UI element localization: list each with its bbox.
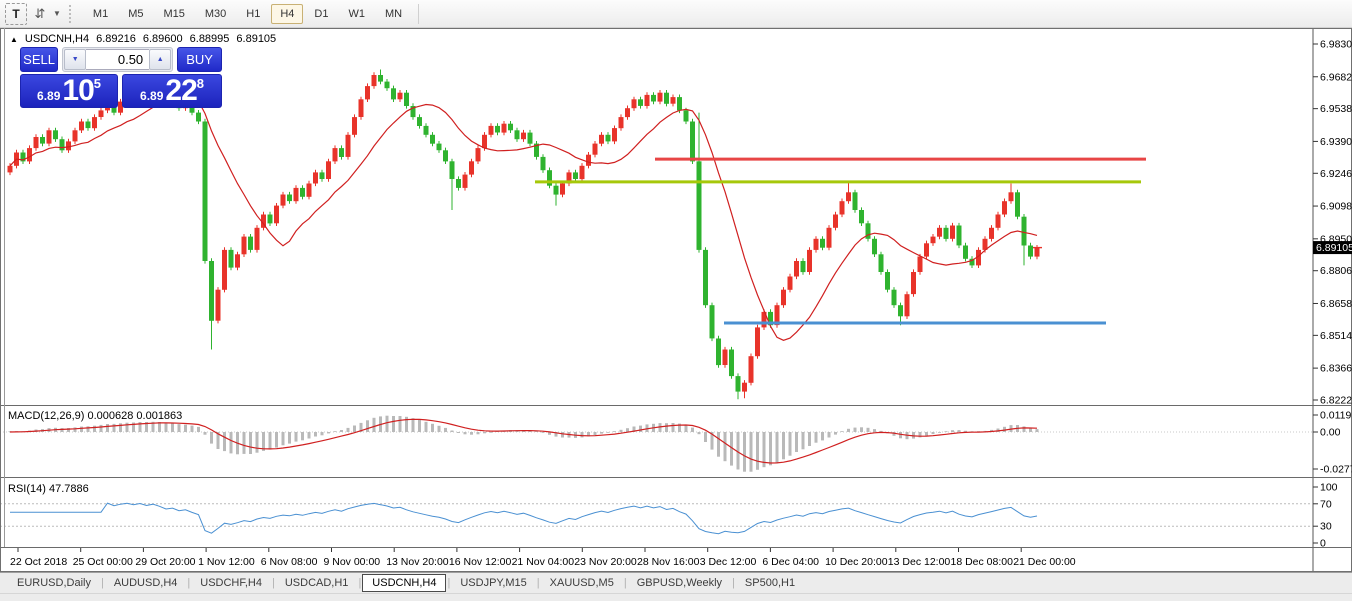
chart-tab-bar: EURUSD,Daily | AUDUSD,H4 | USDCHF,H4 | USDCAD,…: [0, 572, 1352, 593]
buy-button[interactable]: BUY: [177, 47, 222, 72]
chart-symbol: USDCNH,H4: [24, 33, 90, 45]
svg-text:13 Dec 12:00: 13 Dec 12:00: [888, 556, 951, 568]
svg-text:6.89105: 6.89105: [1316, 242, 1352, 254]
chart-tab-usdcad-h1[interactable]: USDCAD,H1: [284, 577, 349, 589]
timeframe-button-mn[interactable]: MN: [384, 7, 403, 20]
svg-text:9 Nov 00:00: 9 Nov 00:00: [324, 556, 381, 568]
top-toolbar: T ⇵ ▼ M1 M5 M15 M30 H1 H4 D1 W1 MN: [0, 0, 1352, 28]
ohlc-close: 6.89105: [236, 33, 277, 45]
svg-text:6.92460: 6.92460: [1320, 168, 1352, 180]
svg-text:28 Nov 16:00: 28 Nov 16:00: [637, 556, 700, 568]
timeframe-button-m5[interactable]: M5: [128, 7, 144, 20]
chevron-down-icon[interactable]: ▼: [53, 9, 61, 18]
svg-text:6.83660: 6.83660: [1320, 363, 1352, 375]
text-label-tool-icon[interactable]: T: [5, 2, 27, 25]
svg-text:6.85140: 6.85140: [1320, 330, 1352, 342]
chart-tab-eurusd-daily[interactable]: EURUSD,Daily: [17, 577, 91, 589]
svg-text:6.88060: 6.88060: [1320, 265, 1352, 277]
svg-text:6.82220: 6.82220: [1320, 395, 1352, 407]
svg-text:6.93900: 6.93900: [1320, 136, 1352, 148]
candlestick-chart[interactable]: 6.98300 6.96820 6.95380 6.93900 6.92460 6.909…: [0, 28, 1352, 572]
tab-separator: |: [358, 577, 362, 589]
chart-tab-xauusd-m5[interactable]: XAUUSD,M5: [549, 577, 614, 589]
collapse-panel-arrow-icon[interactable]: ▲: [10, 34, 18, 44]
svg-text:30: 30: [1320, 521, 1332, 533]
buy-price-point: 8: [196, 76, 204, 91]
tab-separator: |: [447, 577, 451, 589]
svg-text:MACD(12,26,9) 0.000628 0.00186: MACD(12,26,9) 0.000628 0.001863: [8, 410, 182, 422]
timeframe-button-h4[interactable]: H4: [271, 3, 304, 24]
timeframe-button-m30[interactable]: M30: [204, 7, 227, 20]
svg-text:-0.027754: -0.027754: [1320, 464, 1352, 476]
svg-text:16 Nov 12:00: 16 Nov 12:00: [449, 556, 512, 568]
svg-text:0.0119: 0.0119: [1320, 410, 1351, 422]
timeframe-button-w1[interactable]: W1: [348, 7, 365, 20]
volume-stepper: ▼ ▲: [62, 47, 174, 72]
svg-text:1 Nov 12:00: 1 Nov 12:00: [198, 556, 255, 568]
chart-window: 6.98300 6.96820 6.95380 6.93900 6.92460 6.909…: [0, 28, 1352, 572]
svg-text:21 Dec 00:00: 21 Dec 00:00: [1013, 556, 1076, 568]
volume-decrease-button[interactable]: ▼: [64, 49, 87, 70]
timeframe-button-d1[interactable]: D1: [314, 7, 329, 20]
toolbar-grip: [68, 4, 77, 23]
svg-text:23 Nov 20:00: 23 Nov 20:00: [574, 556, 637, 568]
svg-text:0.00: 0.00: [1320, 427, 1341, 439]
status-bar: [0, 593, 1352, 601]
svg-text:6.96820: 6.96820: [1320, 71, 1352, 83]
tab-separator: |: [187, 577, 191, 589]
chart-tab-usdchf-h4[interactable]: USDCHF,H4: [200, 577, 262, 589]
sell-price-base: 6.89: [37, 89, 61, 103]
svg-text:70: 70: [1320, 498, 1332, 510]
buy-price-box[interactable]: 6.89 22 8: [122, 74, 222, 108]
svg-text:6.90980: 6.90980: [1320, 201, 1352, 213]
tab-separator: |: [272, 577, 275, 589]
chart-tab-usdjpy-m15[interactable]: USDJPY,M15: [460, 577, 527, 589]
svg-text:RSI(14) 47.7886: RSI(14) 47.7886: [8, 483, 89, 495]
buy-price-pips: 22: [165, 74, 197, 107]
toolbar-separator: [418, 3, 420, 24]
svg-text:100: 100: [1320, 482, 1338, 494]
timeframe-button-m15[interactable]: M15: [163, 7, 185, 20]
chart-symbol-line: ▲ USDCNH,H4 6.89216 6.89600 6.88995 6.89…: [10, 33, 276, 45]
timeframe-button-m1[interactable]: M1: [92, 7, 109, 20]
svg-text:25 Oct 00:00: 25 Oct 00:00: [73, 556, 133, 568]
svg-text:3 Dec 12:00: 3 Dec 12:00: [700, 556, 757, 568]
volume-input[interactable]: [86, 49, 150, 70]
svg-text:6 Nov 08:00: 6 Nov 08:00: [261, 556, 318, 568]
sell-price-box[interactable]: 6.89 10 5: [20, 74, 119, 108]
chart-shift-tool-icon[interactable]: ⇵: [34, 5, 46, 21]
svg-text:0: 0: [1320, 538, 1326, 550]
timeframe-button-h1[interactable]: H1: [246, 7, 261, 20]
timeframe-group: M1 M5 M15 M30 H1 H4 D1 W1 MN: [83, 3, 412, 24]
svg-text:6 Dec 04:00: 6 Dec 04:00: [762, 556, 819, 568]
chart-tab-gbpusd-weekly[interactable]: GBPUSD,Weekly: [636, 577, 723, 589]
tab-separator: |: [100, 577, 104, 589]
chart-tab-usdcnh-h4[interactable]: USDCNH,H4: [362, 574, 447, 592]
chart-tab-sp500-h1[interactable]: SP500,H1: [744, 577, 796, 589]
ohlc-open: 6.89216: [96, 33, 136, 45]
sell-price-pips: 10: [62, 74, 94, 107]
svg-text:6.86580: 6.86580: [1320, 298, 1352, 310]
buy-price-base: 6.89: [140, 89, 164, 103]
svg-text:6.95380: 6.95380: [1320, 103, 1352, 115]
ohlc-high: 6.89600: [142, 33, 183, 45]
sell-price-point: 5: [93, 76, 101, 91]
sell-button[interactable]: SELL: [20, 47, 59, 72]
ohlc-low: 6.88995: [189, 33, 230, 45]
svg-text:6.98300: 6.98300: [1320, 39, 1352, 51]
svg-text:29 Oct 20:00: 29 Oct 20:00: [135, 556, 195, 568]
svg-text:10 Dec 20:00: 10 Dec 20:00: [825, 556, 888, 568]
svg-text:21 Nov 04:00: 21 Nov 04:00: [512, 556, 575, 568]
tab-separator: |: [623, 577, 627, 589]
chart-tab-audusd-h4[interactable]: AUDUSD,H4: [113, 577, 178, 589]
one-click-trade-panel: SELL ▼ ▲ BUY 6.89 10 5 6.89 22 8: [20, 47, 222, 108]
tab-separator: |: [732, 577, 735, 589]
svg-text:22 Oct 2018: 22 Oct 2018: [10, 556, 67, 568]
tab-separator: |: [536, 577, 540, 589]
svg-text:13 Nov 20:00: 13 Nov 20:00: [386, 556, 449, 568]
volume-increase-button[interactable]: ▲: [149, 49, 172, 70]
svg-text:18 Dec 08:00: 18 Dec 08:00: [951, 556, 1014, 568]
